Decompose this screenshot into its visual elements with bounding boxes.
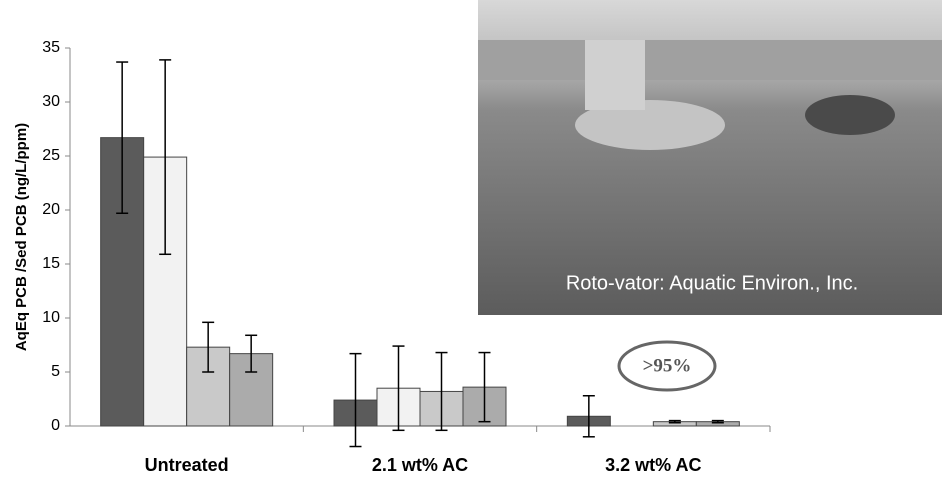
y-tick-label: 15: [42, 255, 60, 272]
chart: Roto-vator: Aquatic Environ., Inc. AqEq …: [0, 0, 942, 480]
y-tick-label: 25: [42, 147, 60, 164]
photo-tiller: [805, 95, 895, 135]
y-tick-label: 30: [42, 93, 60, 110]
photo-water: [478, 40, 942, 80]
annotation: >95%: [643, 355, 692, 376]
photo-cab: [585, 40, 645, 110]
y-tick-label: 35: [42, 39, 60, 56]
x-tick-label: 3.2 wt% AC: [605, 455, 701, 475]
x-tick-label: Untreated: [145, 455, 229, 475]
y-tick-label: 0: [51, 417, 60, 434]
y-tick-label: 10: [42, 309, 60, 326]
x-tick-label: 2.1 wt% AC: [372, 455, 468, 475]
y-axis-label: AqEq PCB /Sed PCB (ng/L/ppm): [13, 123, 30, 351]
photo: [478, 0, 942, 315]
photo-caption: Roto-vator: Aquatic Environ., Inc.: [566, 272, 858, 294]
y-tick-label: 5: [51, 363, 60, 380]
y-tick-label: 20: [42, 201, 60, 218]
